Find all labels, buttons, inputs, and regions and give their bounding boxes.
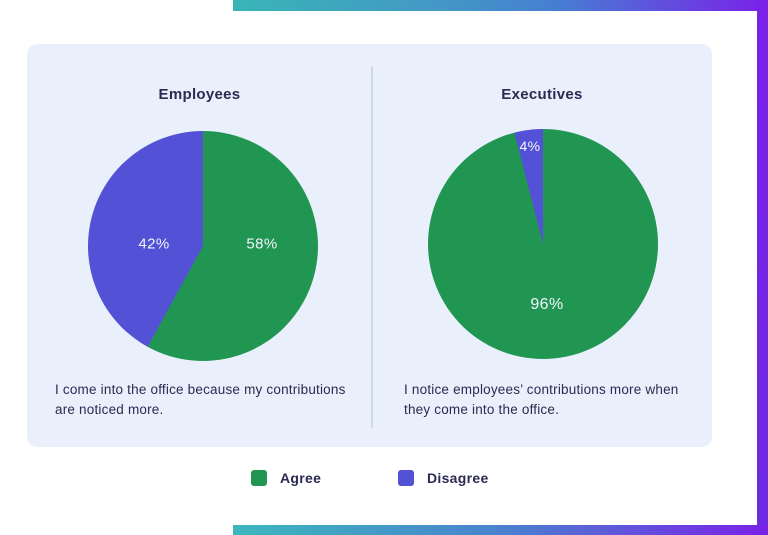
decor-gradient-frame-bottom bbox=[233, 525, 768, 535]
decor-gradient-frame-top bbox=[233, 0, 768, 11]
employees-disagree-slice-label: 42% bbox=[138, 235, 170, 253]
executives-chart-title: Executives bbox=[501, 86, 583, 103]
legend-item-disagree: Disagree bbox=[398, 470, 489, 486]
legend-item-agree: Agree bbox=[251, 470, 321, 486]
legend: Agree Disagree bbox=[0, 470, 768, 492]
executives-disagree-slice-label: 4% bbox=[519, 138, 541, 154]
disagree-swatch-icon bbox=[398, 470, 414, 486]
employees-pie-chart: 58% 42% bbox=[88, 131, 318, 361]
employees-caption: I come into the office because my contri… bbox=[55, 382, 346, 417]
executives-caption: I notice employees’ contributions more w… bbox=[404, 382, 679, 417]
chart-panel: Employees 58% 42% I come into the office… bbox=[27, 44, 712, 447]
legend-label-disagree: Disagree bbox=[427, 470, 489, 486]
executives-agree-slice-label: 96% bbox=[530, 296, 564, 313]
legend-label-agree: Agree bbox=[280, 470, 322, 486]
agree-swatch-icon bbox=[251, 470, 267, 486]
employees-chart-title: Employees bbox=[158, 86, 241, 103]
executives-pie-chart: 96% 4% bbox=[428, 129, 658, 359]
panel-divider bbox=[371, 66, 373, 428]
decor-gradient-frame-right bbox=[757, 0, 768, 535]
employees-agree-slice-label: 58% bbox=[246, 235, 278, 253]
